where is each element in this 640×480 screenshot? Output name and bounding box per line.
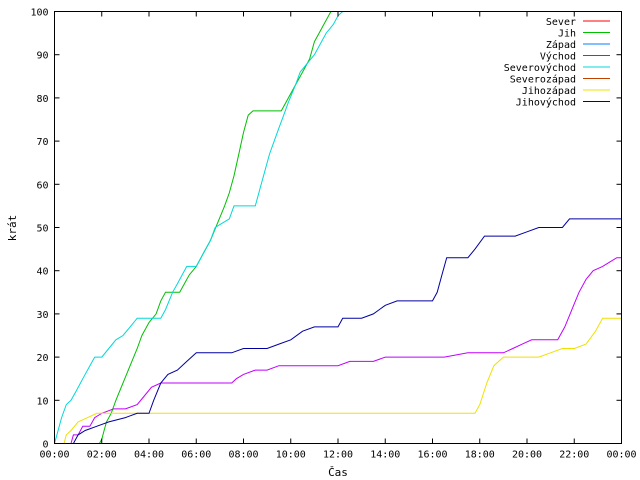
legend-label: Severozápad (510, 74, 576, 86)
y-tick-label: 90 (36, 51, 48, 62)
series-line (54, 317, 622, 444)
x-tick-label: 12:00 (323, 450, 353, 461)
series-line (54, 218, 622, 444)
y-tick-label: 40 (36, 267, 48, 278)
y-tick-label: 60 (36, 180, 48, 191)
x-tick-label: 06:00 (181, 450, 211, 461)
y-tick-label: 50 (36, 224, 48, 235)
series-layer (54, 11, 622, 444)
y-axis-label: krát (6, 215, 19, 242)
x-tick-label: 02:00 (87, 450, 117, 461)
x-tick-label: 14:00 (370, 450, 400, 461)
y-tick-label: 30 (36, 310, 48, 321)
legend: SeverJihZápadVýchodSeverovýchodSeverozáp… (504, 17, 610, 109)
legend-label: Jih (558, 29, 576, 40)
y-tick-label: 20 (36, 353, 48, 364)
legend-label: Jihozápad (522, 85, 576, 97)
legend-label: Západ (546, 39, 576, 51)
legend-label: Jihovýchod (516, 97, 576, 109)
y-tick-label: 0 (42, 440, 48, 451)
x-tick-label: 00:00 (39, 450, 69, 461)
x-tick-label: 08:00 (228, 450, 258, 461)
x-tick-label: 00:00 (606, 450, 636, 461)
y-tick-label: 70 (36, 137, 48, 148)
axis-ticks: 00:00 02:00 04:00 06:00 08:00 10:00 12:00 14:00… (30, 8, 636, 461)
x-axis-label: Čas (328, 466, 348, 479)
x-tick-label: 04:00 (134, 450, 164, 461)
x-tick-label: 16:00 (417, 450, 447, 461)
series-line (54, 257, 622, 444)
legend-label: Sever (546, 17, 576, 28)
series-line (54, 11, 344, 444)
y-tick-label: 10 (36, 396, 48, 407)
legend-label: Severovýchod (504, 62, 576, 74)
legend-label: Východ (540, 51, 576, 63)
x-tick-label: 18:00 (465, 450, 495, 461)
x-tick-label: 20:00 (512, 450, 542, 461)
y-tick-label: 100 (30, 8, 48, 19)
x-tick-label: 10:00 (276, 450, 306, 461)
y-tick-label: 80 (36, 94, 48, 105)
x-tick-label: 22:00 (559, 450, 589, 461)
